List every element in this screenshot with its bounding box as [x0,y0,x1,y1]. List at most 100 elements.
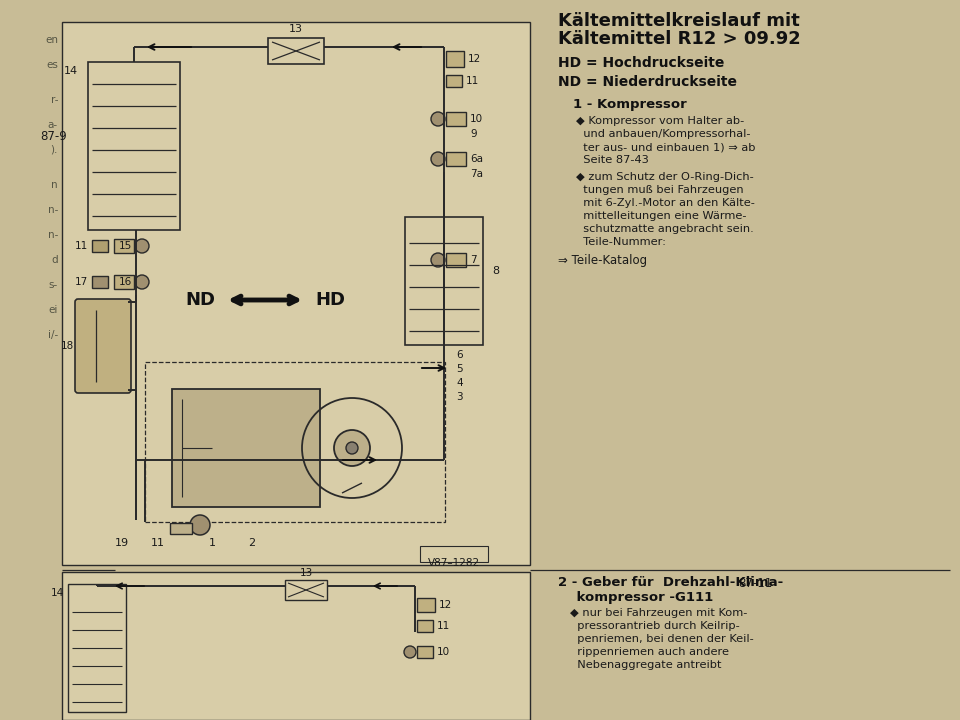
Circle shape [404,646,416,658]
Text: d: d [52,255,58,265]
Text: schutzmatte angebracht sein.: schutzmatte angebracht sein. [576,224,754,234]
Text: 14: 14 [51,588,64,598]
Text: 7a: 7a [470,169,483,179]
Bar [92,240,108,252]
Bar [68,584,126,712]
Text: 19: 19 [115,538,129,548]
Bar [92,276,108,288]
Text: Kältemittelkreislauf mit: Kältemittelkreislauf mit [558,12,800,30]
Text: Nebenaggregate antreibt: Nebenaggregate antreibt [570,660,722,670]
Bar [172,389,320,507]
Text: n-: n- [48,205,58,215]
Text: 15: 15 [119,241,132,251]
Text: 11: 11 [437,621,450,631]
Bar [62,572,530,720]
Text: 1: 1 [208,538,215,548]
Text: r-: r- [51,95,58,105]
Text: 10: 10 [470,114,483,124]
Bar [446,75,462,87]
Text: s-: s- [49,280,58,290]
Text: 1 - Kompressor: 1 - Kompressor [573,98,686,111]
Text: 87-9: 87-9 [40,130,67,143]
Bar [417,620,433,632]
Circle shape [431,253,445,267]
Text: ND: ND [185,291,215,309]
Text: 13: 13 [300,568,313,578]
Text: 11: 11 [466,76,479,86]
Text: 9: 9 [470,129,476,139]
Bar [114,239,134,253]
Text: 12: 12 [439,600,452,610]
Text: Seite 87-43: Seite 87-43 [576,155,649,165]
Text: 3: 3 [456,392,463,402]
Bar [446,253,466,267]
Text: mit 6-Zyl.-Motor an den Kälte-: mit 6-Zyl.-Motor an den Kälte- [576,198,755,208]
Text: ND = Niederdruckseite: ND = Niederdruckseite [558,75,737,89]
Text: es: es [46,60,58,70]
Circle shape [190,515,210,535]
Text: 6: 6 [456,350,463,360]
Text: n: n [52,180,58,190]
FancyBboxPatch shape [75,299,131,393]
Bar [285,580,327,600]
Text: pressorantrieb durch Keilrip-: pressorantrieb durch Keilrip- [570,621,740,631]
Text: ei: ei [49,305,58,315]
Text: ⇒ Teile-Katalog: ⇒ Teile-Katalog [558,254,647,267]
Circle shape [431,112,445,126]
Bar [88,62,180,230]
Circle shape [135,275,149,289]
Bar [446,51,464,67]
Text: a-: a- [48,120,58,130]
Text: 14: 14 [64,66,78,76]
Text: 7: 7 [470,255,476,265]
Text: ◆ nur bei Fahrzeugen mit Kom-: ◆ nur bei Fahrzeugen mit Kom- [570,608,748,618]
Text: Kältemittel R12 > 09.92: Kältemittel R12 > 09.92 [558,30,801,48]
Text: 10: 10 [437,647,450,657]
Bar [446,112,466,126]
Text: 4: 4 [456,378,463,388]
Text: rippenriemen auch andere: rippenriemen auch andere [570,647,729,657]
Bar [420,546,488,562]
Text: en: en [45,35,58,45]
Text: 8: 8 [492,266,499,276]
Text: mittelleitungen eine Wärme-: mittelleitungen eine Wärme- [576,211,747,221]
Text: 87-11: 87-11 [738,577,772,590]
Text: HD: HD [315,291,345,309]
Circle shape [334,430,370,466]
Text: ◆ Kompressor vom Halter ab-: ◆ Kompressor vom Halter ab- [576,116,744,126]
Text: n-: n- [48,230,58,240]
Text: 11: 11 [151,538,165,548]
Text: HD = Hochdruckseite: HD = Hochdruckseite [558,56,725,70]
Text: V87–1282: V87–1282 [428,558,480,568]
Text: 11: 11 [75,241,88,251]
Text: 5: 5 [456,364,463,374]
Text: tungen muß bei Fahrzeugen: tungen muß bei Fahrzeugen [576,185,744,195]
Text: i/-: i/- [48,330,58,340]
Bar [62,22,530,565]
Text: ter aus- und einbauen 1) ⇒ ab: ter aus- und einbauen 1) ⇒ ab [576,142,756,152]
Circle shape [431,152,445,166]
Text: 6a: 6a [470,154,483,164]
Text: ◆ zum Schutz der O-Ring-Dich-: ◆ zum Schutz der O-Ring-Dich- [576,172,754,182]
Text: 2 - Geber für  Drehzahl-Klima-: 2 - Geber für Drehzahl-Klima- [558,576,783,589]
Text: kompressor -G111: kompressor -G111 [558,591,713,604]
Text: ).: ). [51,145,58,155]
Text: penriemen, bei denen der Keil-: penriemen, bei denen der Keil- [570,634,754,644]
Bar [114,275,134,289]
Text: 13: 13 [289,24,303,34]
Bar [446,152,466,166]
Bar [417,646,433,658]
Bar [170,523,192,534]
Circle shape [346,442,358,454]
Text: 16: 16 [119,277,132,287]
Bar [268,38,324,64]
Bar [405,217,483,345]
Text: 12: 12 [468,54,481,64]
Circle shape [135,239,149,253]
Text: 2: 2 [249,538,255,548]
Text: 17: 17 [75,277,88,287]
Text: 18: 18 [60,341,74,351]
Bar [417,598,435,612]
Bar [145,362,445,522]
Text: und anbauen/Kompressorhal-: und anbauen/Kompressorhal- [576,129,751,139]
